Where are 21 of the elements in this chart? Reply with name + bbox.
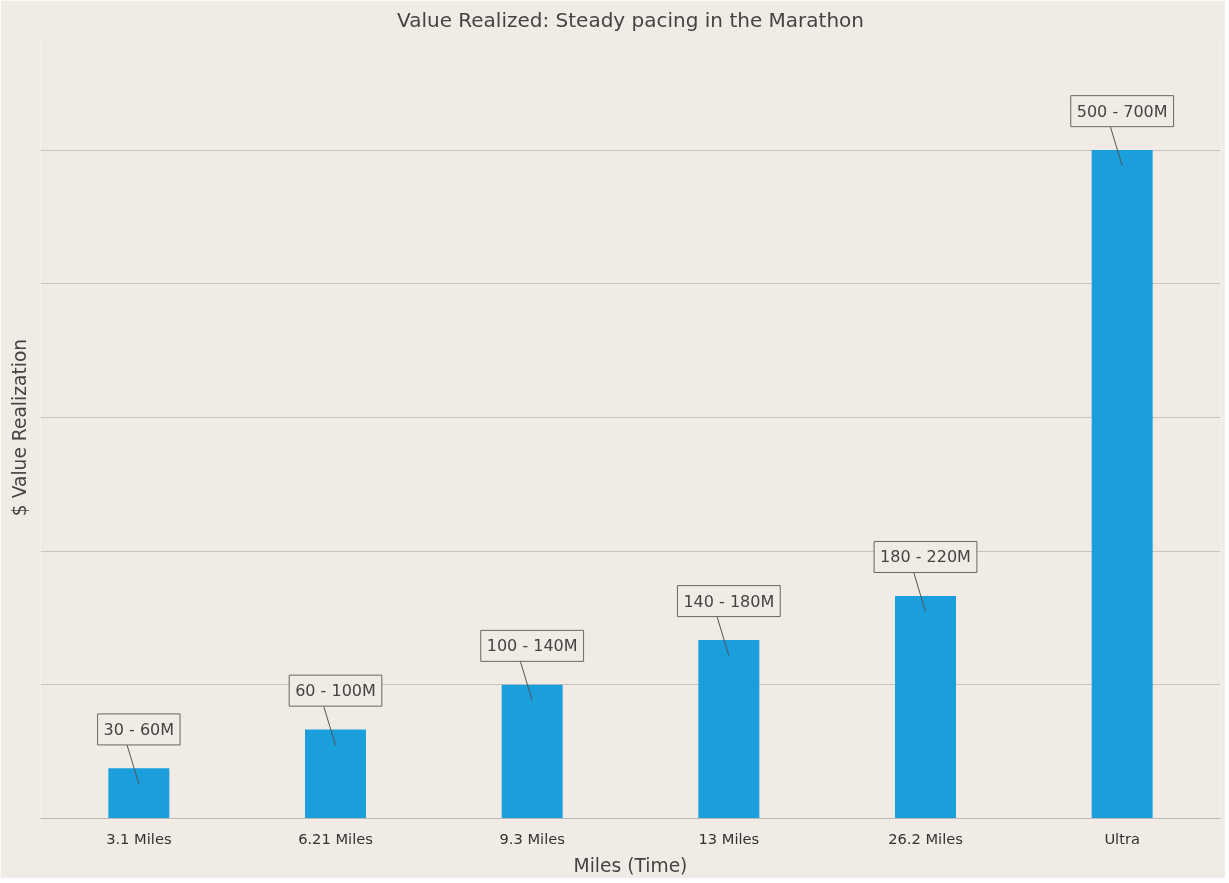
x-tick-label: 9.3 Miles [499,829,565,847]
annotation: 100 - 140M [486,636,578,656]
bar [1091,150,1153,819]
annotation: 30 - 60M [103,719,175,739]
x-axis-title: Miles (Time) [573,854,688,876]
bar [108,768,170,819]
x-tick-label: 26.2 Miles [888,829,963,847]
x-tick-label: 6.21 Miles [298,829,373,847]
x-tick-label: Ultra [1104,829,1140,847]
annotation: 60 - 100M [295,681,376,701]
annotation: 140 - 180M [683,591,775,611]
x-tick-label: 3.1 Miles [106,829,172,847]
bar [305,729,366,819]
y-axis-title: $ Value Realization [8,338,30,517]
bar [895,595,956,819]
chart-title: Value Realized: Steady pacing in the Marathon [397,7,864,32]
bar [698,640,760,819]
annotation: 180 - 220M [880,547,971,567]
annotation: 500 - 700M [1076,101,1168,121]
x-tick-label: 13 Miles [698,829,760,847]
bar [501,684,563,819]
